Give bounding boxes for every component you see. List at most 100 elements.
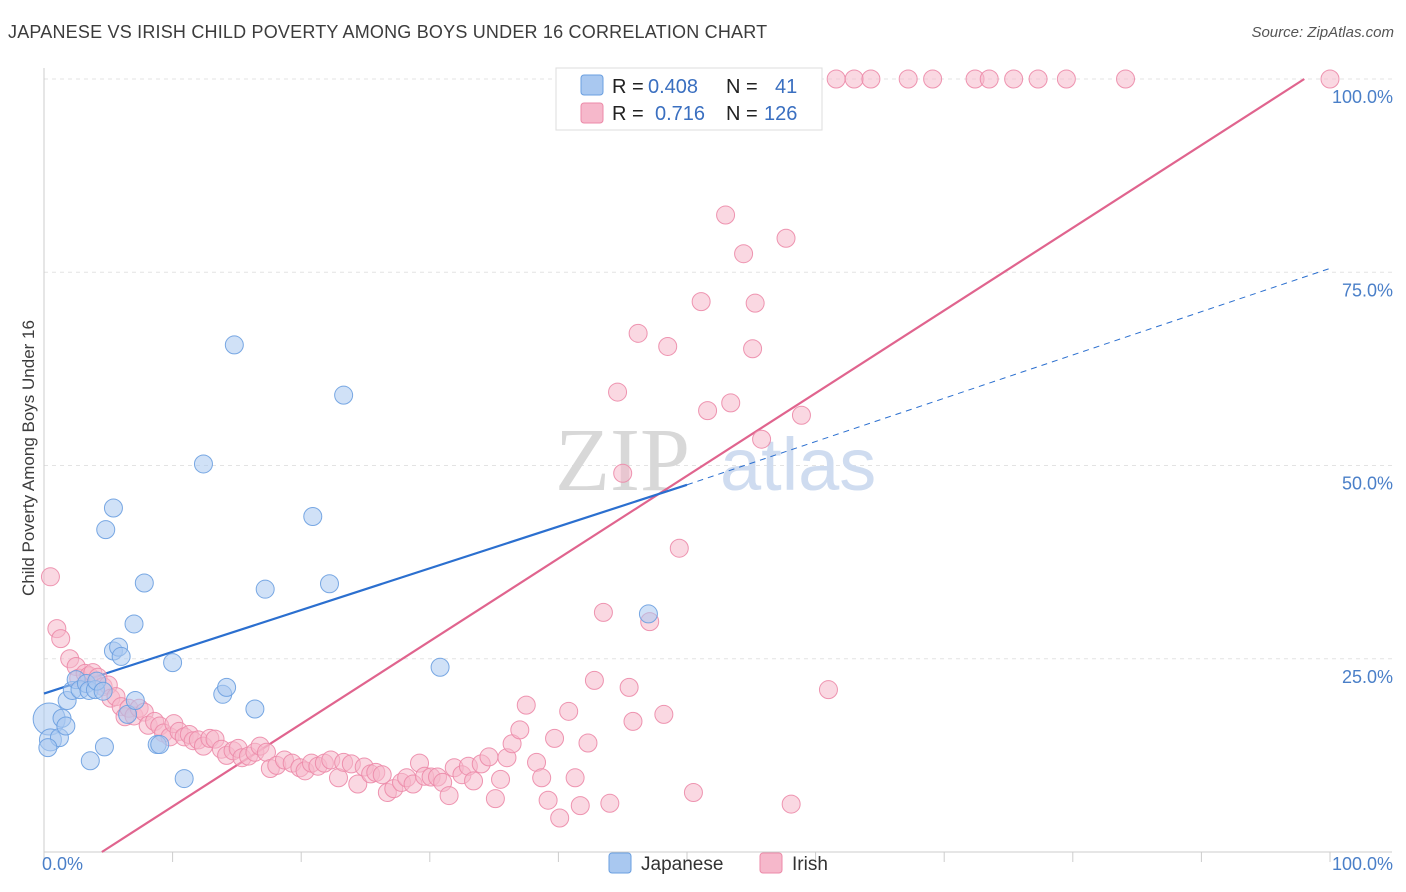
watermark-zip: ZIP: [555, 411, 690, 510]
japanese-point-4: [56, 716, 76, 736]
irish-point-0: [40, 567, 60, 587]
irish-point-85: [532, 768, 552, 788]
irish-point-118: [826, 69, 846, 89]
japanese-point-34: [255, 579, 275, 599]
x-tick-label-right: 100.0%: [1332, 854, 1393, 874]
legend-japanese-n-value: 41: [775, 76, 797, 98]
irish-point-90: [565, 768, 585, 788]
japanese-trend-extension: [686, 267, 1331, 486]
legend-irish-n-value: 126: [764, 103, 797, 125]
japanese-point-39: [638, 604, 658, 624]
irish-point-109: [721, 393, 741, 413]
irish-point-60: [372, 765, 392, 785]
irish-point-71: [439, 786, 459, 806]
bottom-legend-swatch-japanese: [608, 852, 632, 874]
japanese-point-29: [193, 454, 213, 474]
japanese-point-35: [303, 507, 323, 527]
irish-point-112: [745, 293, 765, 313]
irish-point-75: [464, 771, 484, 791]
japanese-point-37: [334, 385, 354, 405]
japanese-point-36: [319, 574, 339, 594]
irish-point-82: [510, 720, 530, 740]
japanese-point-14: [93, 681, 113, 701]
irish-point-94: [593, 602, 613, 622]
japanese-point-33: [245, 699, 265, 719]
legend-irish-n-label: N =: [726, 103, 758, 125]
irish-point-77: [479, 747, 499, 767]
trend-lines: [43, 78, 1331, 853]
irish-point-95: [600, 793, 620, 813]
irish-point-107: [698, 401, 718, 421]
irish-point-127: [1056, 69, 1076, 89]
irish-point-128: [1116, 69, 1136, 89]
japanese-point-16: [96, 520, 116, 540]
japanese-point-32: [224, 335, 244, 355]
legend-swatch-irish: [580, 102, 604, 124]
y-axis-label: Child Poverty Among Boys Under 16: [19, 320, 38, 596]
irish-point-105: [683, 782, 703, 802]
irish-point-100: [628, 323, 648, 343]
japanese-trend-line: [43, 483, 688, 695]
japanese-point-23: [125, 690, 145, 710]
bottom-legend-swatch-irish: [759, 852, 783, 874]
irish-point-113: [752, 429, 772, 449]
japanese-point-38: [430, 657, 450, 677]
legend-japanese-r-value: 0.408: [648, 76, 698, 98]
irish-point-114: [776, 228, 796, 248]
irish-point-78: [485, 789, 505, 809]
irish-point-106: [691, 292, 711, 312]
gridlines: [44, 78, 1392, 660]
x-tick-label-left: 0.0%: [42, 854, 83, 874]
irish-point-92: [578, 733, 598, 753]
irish-points: [40, 69, 1340, 828]
legend-japanese-r-label: R =: [612, 76, 644, 98]
irish-point-98: [619, 677, 639, 697]
japanese-points: [32, 335, 658, 789]
irish-trend-line: [101, 78, 1305, 853]
japanese-point-22: [124, 614, 144, 634]
japanese-point-28: [174, 769, 194, 789]
stats-legend: R = 0.408 N = 41 R = 0.716 N = 126: [555, 67, 823, 131]
irish-point-88: [550, 808, 570, 828]
watermark-atlas: atlas: [720, 423, 876, 506]
chart-title: JAPANESE VS IRISH CHILD POVERTY AMONG BO…: [8, 22, 768, 42]
bottom-legend-japanese: Japanese: [641, 854, 723, 875]
y-tick-label-2: 75.0%: [1342, 280, 1393, 300]
legend-japanese-n-label: N =: [726, 76, 758, 98]
irish-point-91: [570, 796, 590, 816]
japanese-point-24: [134, 573, 154, 593]
irish-point-126: [1028, 69, 1048, 89]
irish-point-99: [623, 711, 643, 731]
irish-point-87: [545, 728, 565, 748]
japanese-point-15: [94, 737, 114, 757]
japanese-point-40: [38, 738, 58, 758]
irish-point-86: [538, 790, 558, 810]
irish-point-129: [1320, 69, 1340, 89]
irish-point-124: [979, 69, 999, 89]
irish-point-97: [613, 463, 633, 483]
bottom-legend: Japanese Irish: [608, 852, 828, 875]
irish-point-115: [781, 794, 801, 814]
y-tick-label-1: 50.0%: [1342, 474, 1393, 494]
legend-irish-r-label: R =: [612, 103, 644, 125]
irish-point-108: [716, 205, 736, 225]
irish-point-116: [791, 405, 811, 425]
irish-point-121: [898, 69, 918, 89]
japanese-point-27: [163, 653, 183, 673]
japanese-point-11: [80, 751, 100, 771]
irish-point-110: [734, 244, 754, 264]
irish-point-56: [348, 774, 368, 794]
irish-point-83: [516, 695, 536, 715]
irish-point-102: [654, 704, 674, 724]
bottom-legend-irish: Irish: [792, 854, 828, 875]
irish-point-122: [923, 69, 943, 89]
irish-point-103: [658, 336, 678, 356]
legend-swatch-japanese: [580, 74, 604, 96]
japanese-point-17: [103, 498, 123, 518]
source-label: Source: ZipAtlas.com: [1251, 24, 1394, 41]
irish-point-104: [669, 538, 689, 558]
y-tick-label-0: 25.0%: [1342, 667, 1393, 687]
irish-point-111: [743, 339, 763, 359]
tick-labels: 25.0% 50.0% 75.0% 100.0% 0.0% 100.0%: [42, 87, 1393, 874]
